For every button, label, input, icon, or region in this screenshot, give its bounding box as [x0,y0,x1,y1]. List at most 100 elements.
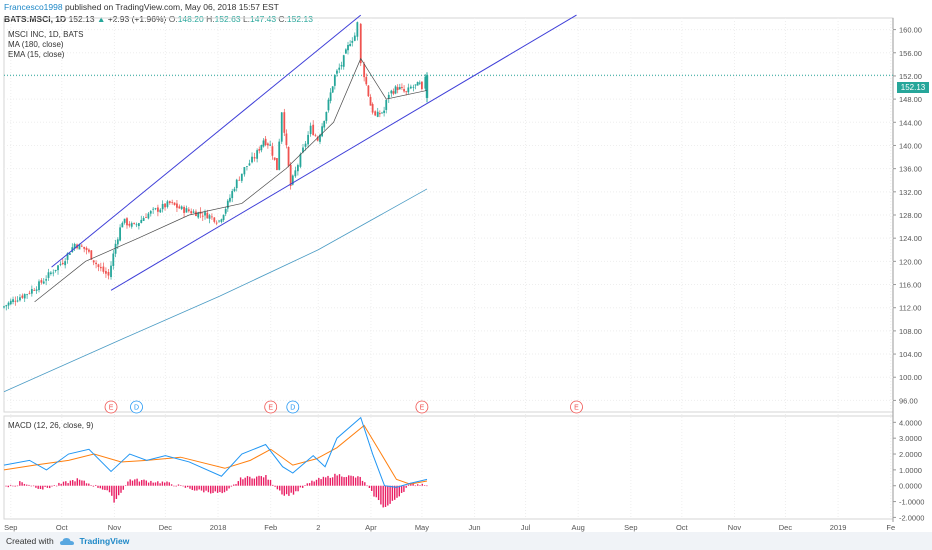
macd-histogram-bar [426,485,428,487]
candle [271,146,274,156]
macd-histogram-bar [230,485,233,487]
candle [294,170,297,177]
macd-histogram-bar [76,478,78,486]
macd-histogram-bar [182,485,184,487]
time-tick-label: Oct [676,523,689,532]
candle [398,87,401,90]
macd-histogram-bar [219,485,221,493]
change-value: +2.93 (+1.96%) [107,14,167,24]
legend-macd: MACD (12, 26, close, 9) [8,421,94,430]
candle [359,23,362,64]
macd-histogram-bar [242,479,244,486]
macd-histogram-bar [260,476,262,486]
macd-histogram-bar [251,478,253,486]
price-tick-label: 148.00 [899,95,922,104]
macd-histogram-bar [228,485,230,489]
candle [7,302,10,306]
candle [149,211,152,214]
candle [42,281,45,284]
candle [381,112,383,114]
price-tick-label: 152.00 [899,72,922,81]
macd-histogram-bar [168,482,170,486]
legend-main: MSCI INC, 1D, BATS MA (180, close) EMA (… [8,30,83,60]
macd-tick-label: 4.0000 [899,418,922,427]
macd-histogram-bar [12,485,14,487]
time-tick-label: Sep [624,523,637,532]
macd-histogram-bar [239,477,242,486]
candle [95,262,97,265]
candle [14,300,17,302]
earnings-event-marker [264,400,278,414]
candle [92,260,95,263]
candle [424,76,427,89]
macd-histogram-bar [398,485,400,497]
macd-histogram-bar [343,477,345,486]
candle [12,299,14,303]
macd-histogram-bar [322,476,325,486]
macd-histogram-bar [200,485,203,491]
candle [215,222,218,224]
candle [116,239,119,245]
macd-histogram-bar [226,485,228,491]
candle [176,203,178,208]
macd-histogram-bar [283,485,285,496]
author-link[interactable]: Francesco1998 [4,2,63,12]
candle [183,207,185,213]
open-value: 148.20 [177,14,204,24]
candle [403,89,405,92]
candle [142,217,145,221]
candle [197,212,200,218]
candle [304,143,307,147]
event-marker-label: E [420,405,425,412]
macd-line [3,416,428,488]
time-tick-label: Jul [521,523,531,532]
macd-histogram-bar [394,485,396,500]
time-tick-label: Nov [728,523,742,532]
macd-histogram-bar [177,484,180,486]
macd-histogram-bar [272,484,274,486]
candle [390,90,393,94]
macd-histogram-bar [285,485,288,495]
macd-histogram-bar [108,485,111,493]
macd-histogram-bar [129,479,131,486]
macd-tick-label: 0.0000 [899,482,922,491]
candle [69,253,71,255]
macd-histogram-bar [65,481,67,486]
candle [80,245,83,247]
candle [353,35,356,41]
candle [333,74,336,86]
macd-histogram-bar [338,474,341,486]
macd-histogram-bar [308,483,311,486]
macd-histogram-bar [21,482,23,486]
price-tick-label: 100.00 [899,373,922,382]
tradingview-logo-text[interactable]: TradingView [79,536,130,546]
candle [5,305,8,307]
price-tick-label: 120.00 [899,257,922,266]
macd-histogram-bar [267,479,269,486]
candle [278,141,281,170]
macd-histogram-bar [233,484,235,486]
macd-histogram-bar [318,477,320,486]
candle [387,94,390,99]
candle [83,246,86,249]
macd-histogram-bar [134,479,136,486]
macd-histogram-bar [373,485,375,497]
candle [307,134,309,145]
macd-histogram-bar [44,485,46,487]
candle [396,87,399,91]
tradingview-cloud-icon [60,538,75,546]
macd-histogram-bar [400,485,403,493]
candle [201,215,204,217]
macd-histogram-bar [288,485,290,496]
candle [110,265,112,278]
macd-histogram-bar [412,483,414,486]
macd-histogram-bar [269,479,272,486]
earnings-event-marker [570,400,583,414]
macd-histogram-bar [384,485,387,507]
macd-histogram-bar [131,480,134,486]
macd-histogram-bar [205,485,207,491]
macd-histogram-bar [104,485,106,491]
candle [226,200,229,209]
event-marker-label: E [268,405,273,412]
